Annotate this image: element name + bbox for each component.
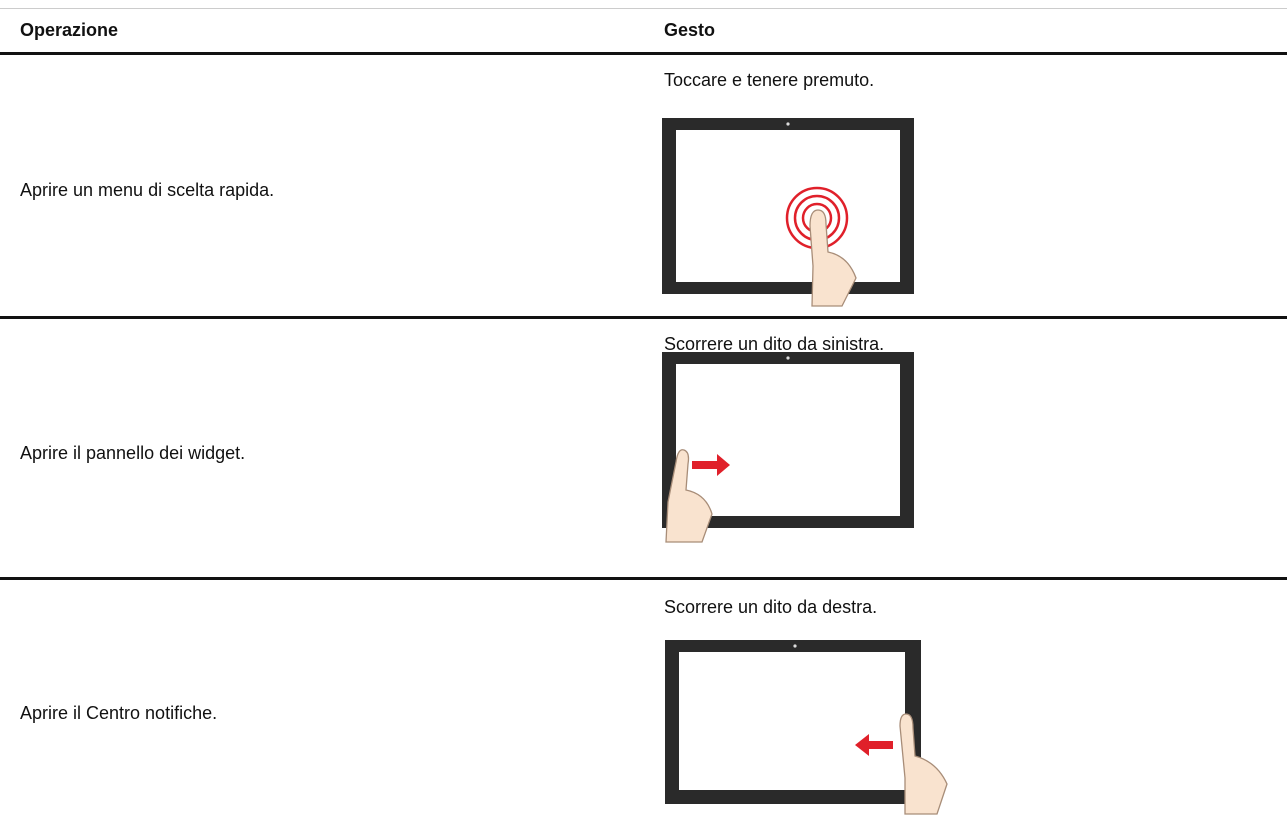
gesture-cell: Toccare e tenere premuto. (664, 70, 875, 90)
operation-cell: Aprire un menu di scelta rapida. (20, 180, 275, 200)
operation-cell: Aprire il pannello dei widget. (20, 443, 246, 463)
row-rule (0, 316, 1287, 319)
operation-cell: Aprire il Centro notifiche. (20, 703, 218, 723)
gesture-cell: Scorrere un dito da destra. (664, 597, 878, 617)
gesture-illustration (662, 352, 914, 543)
header-cell: Gesto (664, 20, 716, 40)
gesture-illustration (662, 118, 914, 307)
row-rule (0, 577, 1287, 580)
top-rule (0, 8, 1287, 9)
gesture-cell: Scorrere un dito da sinistra. (664, 334, 885, 354)
header-rule (0, 52, 1287, 55)
header-cell: Operazione (20, 20, 119, 40)
gesture-illustration (665, 640, 948, 815)
